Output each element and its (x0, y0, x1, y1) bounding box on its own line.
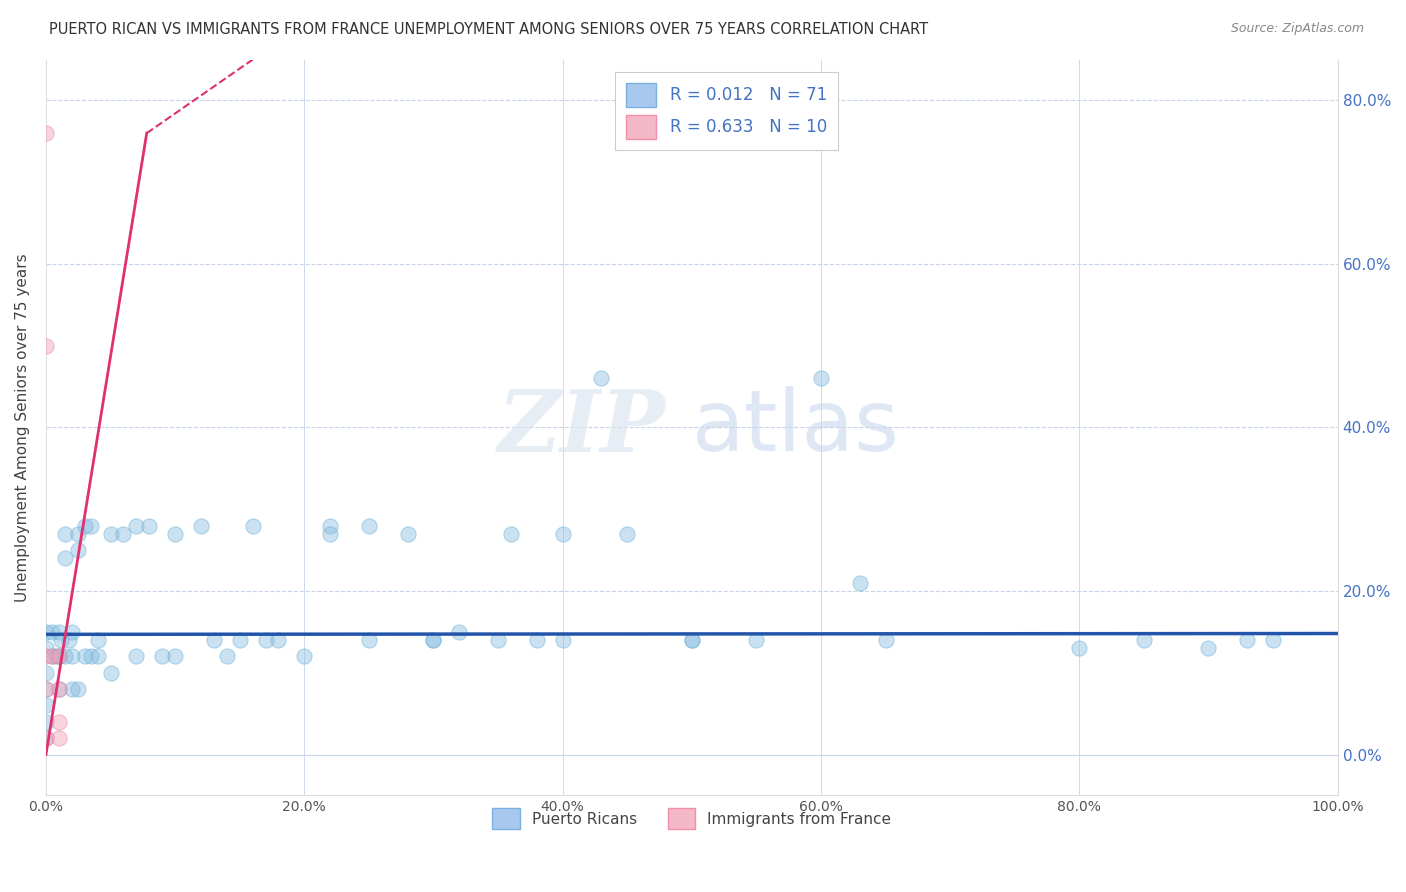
Point (35, 714, 58, 729)
Point (150, 649, 173, 664)
Point (51, 633, 73, 648)
Point (86, 633, 108, 648)
Point (551, 526, 574, 541)
Point (67, 543, 90, 558)
Point (100, 665, 122, 680)
Point (449, 624, 471, 639)
Point (35, 731, 58, 746)
Point (190, 518, 212, 533)
Point (86, 649, 108, 664)
Y-axis label: Unemployment Among Seniors over 75 years: Unemployment Among Seniors over 75 years (15, 253, 30, 602)
Point (35, 126, 58, 140)
Point (35, 682, 58, 697)
Point (319, 518, 342, 533)
Point (499, 526, 522, 541)
Point (357, 633, 380, 648)
Point (422, 633, 444, 648)
Point (319, 526, 342, 541)
Point (48, 649, 70, 664)
Point (215, 649, 238, 664)
Point (254, 633, 277, 648)
Point (48, 682, 70, 697)
Point (591, 371, 613, 385)
Point (67, 526, 90, 541)
Point (681, 633, 703, 648)
Point (228, 633, 250, 648)
Point (35, 698, 58, 713)
Point (41, 649, 63, 664)
Point (486, 633, 509, 648)
Point (202, 633, 225, 648)
Point (125, 518, 148, 533)
Point (45, 649, 67, 664)
Point (267, 633, 290, 648)
Point (35, 665, 58, 680)
Point (48, 714, 70, 729)
Text: Source: ZipAtlas.com: Source: ZipAtlas.com (1230, 22, 1364, 36)
Point (125, 649, 148, 664)
Point (35, 641, 58, 656)
Point (357, 518, 380, 533)
Point (810, 371, 832, 385)
Point (100, 526, 122, 541)
Point (1198, 641, 1220, 656)
Point (292, 649, 315, 664)
Text: atlas: atlas (692, 386, 900, 469)
Point (48, 624, 70, 639)
Point (1133, 633, 1156, 648)
Point (35, 649, 58, 664)
Point (745, 633, 768, 648)
Point (112, 526, 135, 541)
Point (526, 633, 548, 648)
Legend: Puerto Ricans, Immigrants from France: Puerto Ricans, Immigrants from France (486, 802, 897, 836)
Point (551, 633, 574, 648)
Point (41, 649, 63, 664)
Point (422, 633, 444, 648)
Point (1261, 633, 1284, 648)
Point (48, 682, 70, 697)
Point (41, 624, 63, 639)
Point (80, 649, 103, 664)
Point (848, 575, 870, 590)
Point (396, 526, 419, 541)
Point (681, 633, 703, 648)
Point (60, 682, 83, 697)
Point (875, 633, 897, 648)
Point (48, 649, 70, 664)
Point (1069, 641, 1091, 656)
Point (35, 682, 58, 697)
Point (80, 518, 103, 533)
Point (53, 526, 76, 541)
Point (73, 518, 96, 533)
Point (53, 551, 76, 566)
Point (165, 526, 187, 541)
Point (35, 624, 58, 639)
Point (48, 731, 70, 746)
Point (73, 649, 96, 664)
Point (67, 682, 90, 697)
Text: PUERTO RICAN VS IMMIGRANTS FROM FRANCE UNEMPLOYMENT AMONG SENIORS OVER 75 YEARS : PUERTO RICAN VS IMMIGRANTS FROM FRANCE U… (49, 22, 928, 37)
Point (35, 731, 58, 746)
Point (60, 624, 83, 639)
Text: ZIP: ZIP (498, 385, 666, 469)
Point (58, 633, 80, 648)
Point (165, 649, 187, 664)
Point (35, 339, 58, 353)
Point (60, 649, 83, 664)
Point (53, 649, 76, 664)
Point (138, 518, 160, 533)
Point (242, 518, 264, 533)
Point (1236, 633, 1258, 648)
Point (616, 526, 638, 541)
